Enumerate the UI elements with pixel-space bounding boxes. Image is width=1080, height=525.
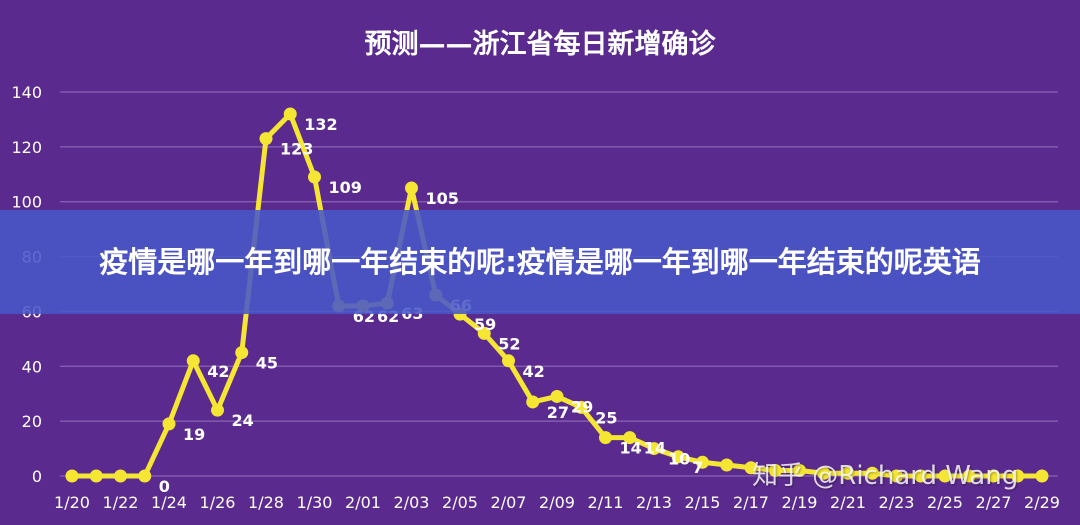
data-point	[138, 469, 152, 483]
data-label: 27	[547, 403, 569, 422]
data-point	[186, 354, 200, 368]
data-point	[162, 417, 176, 431]
x-tick-label: 2/21	[830, 493, 866, 512]
data-label: 19	[183, 425, 205, 444]
data-point	[696, 455, 709, 469]
data-label: 109	[329, 178, 362, 197]
data-label: 25	[595, 408, 617, 427]
x-tick-label: 2/07	[491, 493, 527, 512]
data-point	[235, 346, 249, 360]
data-label: 0	[159, 477, 170, 496]
data-point	[114, 469, 127, 483]
data-label: 123	[280, 140, 313, 159]
x-tick-label: 2/05	[442, 493, 478, 512]
data-label: 10	[668, 450, 690, 469]
data-point	[283, 107, 297, 121]
overlay-banner: 疫情是哪一年到哪一年结束的呢:疫情是哪一年到哪一年结束的呢英语	[0, 210, 1080, 314]
x-tick-label: 2/03	[394, 493, 430, 512]
data-label: 7	[692, 458, 703, 477]
y-tick-label: 20	[22, 412, 42, 431]
banner-text: 疫情是哪一年到哪一年结束的呢:疫情是哪一年到哪一年结束的呢英语	[99, 245, 981, 279]
x-tick-label: 1/22	[103, 493, 139, 512]
data-point	[865, 466, 879, 480]
x-tick-label: 2/19	[782, 493, 818, 512]
x-tick-label: 1/28	[248, 493, 284, 512]
data-label: 59	[474, 315, 496, 334]
x-tick-label: 1/20	[54, 493, 90, 512]
data-label: 42	[207, 362, 229, 381]
data-point	[890, 469, 903, 483]
x-tick-label: 1/24	[151, 493, 187, 512]
data-label: 14	[620, 439, 642, 458]
y-tick-label: 140	[11, 83, 42, 102]
x-tick-label: 2/25	[927, 493, 963, 512]
data-label: 42	[523, 362, 545, 381]
data-point	[574, 400, 588, 414]
x-tick-label: 2/23	[879, 493, 915, 512]
y-tick-label: 120	[11, 138, 42, 157]
x-tick-label: 1/26	[200, 493, 236, 512]
data-point	[65, 469, 79, 483]
x-tick-label: 2/09	[539, 493, 575, 512]
data-point	[502, 354, 515, 368]
data-point	[550, 389, 564, 403]
data-label: 105	[426, 189, 459, 208]
y-tick-label: 100	[11, 193, 42, 212]
data-point	[671, 450, 685, 464]
x-tick-label: 2/27	[976, 493, 1012, 512]
data-point	[768, 464, 782, 478]
data-label: 132	[304, 115, 337, 134]
data-label: 29	[571, 397, 593, 416]
x-tick-label: 2/11	[588, 493, 624, 512]
data-point	[841, 466, 855, 480]
data-point	[308, 170, 321, 184]
data-point	[526, 395, 540, 409]
data-point	[914, 469, 928, 483]
data-point	[647, 442, 661, 456]
data-point	[211, 403, 224, 417]
y-tick-label: 0	[32, 467, 42, 486]
chart-title: 预测——浙江省每日新增确诊	[364, 29, 716, 60]
x-tick-label: 2/15	[685, 493, 721, 512]
data-point	[259, 132, 273, 146]
y-tick-label: 40	[22, 357, 42, 376]
data-point	[477, 326, 491, 340]
x-tick-label: 2/17	[733, 493, 769, 512]
data-point	[744, 461, 758, 475]
x-tick-label: 1/30	[297, 493, 333, 512]
data-point	[623, 431, 637, 445]
data-point	[405, 181, 418, 195]
data-point	[962, 469, 976, 483]
data-point	[1035, 469, 1049, 483]
data-point	[817, 466, 831, 480]
data-point	[89, 469, 103, 483]
data-label: 24	[232, 411, 254, 430]
x-tick-label: 2/01	[345, 493, 381, 512]
x-tick-label: 2/29	[1024, 493, 1060, 512]
data-point	[720, 458, 734, 472]
data-label: 14	[644, 439, 666, 458]
data-point	[599, 431, 612, 445]
data-point	[938, 469, 952, 483]
data-point	[1011, 469, 1025, 483]
x-axis-ticks: 1/20 1/22 1/24 1/26 1/28 1/30 2/01 2/03 2/05 2/07…	[54, 493, 1060, 512]
data-label: 45	[256, 354, 278, 373]
data-point	[793, 464, 806, 478]
x-tick-label: 2/13	[636, 493, 672, 512]
data-label: 52	[498, 334, 520, 353]
data-point	[987, 469, 1000, 483]
watermark: 知乎 @Richard Wang	[752, 461, 1019, 491]
